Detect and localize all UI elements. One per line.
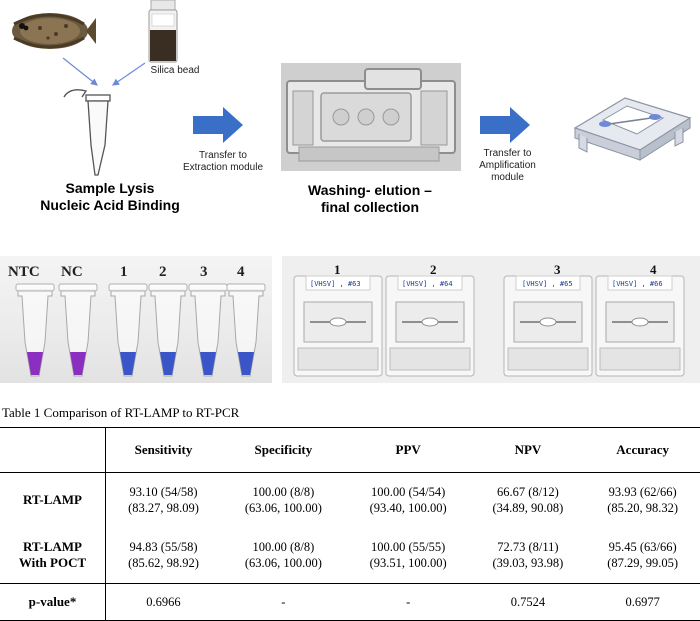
poct-chip bbox=[385, 275, 475, 377]
table-cell: 100.00 (8/8) (63.06, 100.00) bbox=[244, 485, 322, 515]
chip-tag-1: [VHSV] , #63 bbox=[310, 280, 361, 288]
poct-chip bbox=[503, 275, 593, 377]
comparison-table: Sensitivity Specificity PPV NPV Accuracy… bbox=[0, 427, 700, 621]
lysis-tube-icon bbox=[63, 89, 111, 176]
tube-drawings bbox=[15, 283, 266, 377]
table-cell: 100.00 (8/8) (63.06, 100.00) bbox=[220, 527, 346, 584]
chip-number-2: 2 bbox=[430, 262, 437, 277]
header-ppv: PPV bbox=[345, 427, 471, 473]
silica-bead-label: Silica bead bbox=[150, 65, 200, 76]
row-label-rt-lamp-poct: RT-LAMP With POCT bbox=[0, 527, 106, 584]
header-npv: NPV bbox=[470, 427, 586, 473]
transfer-arrow-1 bbox=[193, 107, 243, 143]
header-accuracy: Accuracy bbox=[585, 427, 700, 473]
washing-elution-text: Washing- elution – final collection bbox=[308, 182, 432, 215]
table-cell: 0.6977 bbox=[585, 583, 700, 621]
chip-tag-3: [VHSV] , #65 bbox=[522, 280, 573, 288]
silica-bead-bottle-image bbox=[148, 0, 178, 63]
transfer-amplification-label: Transfer to Amplification module bbox=[470, 148, 545, 184]
table-row: RT-LAMP With POCT 94.83 (55/58) (85.62, … bbox=[0, 527, 700, 584]
table-cell: 94.83 (55/58) (85.62, 98.92) bbox=[105, 527, 221, 584]
chip-tag-2: [VHSV] , #64 bbox=[402, 280, 453, 288]
lamp-tube bbox=[188, 283, 228, 377]
extraction-module-photo bbox=[281, 63, 461, 171]
table-header-row: Sensitivity Specificity PPV NPV Accuracy bbox=[0, 427, 700, 473]
transfer-arrow-2 bbox=[480, 107, 530, 143]
poct-chip bbox=[595, 275, 685, 377]
table-cell: 100.00 (55/55) (93.51, 100.00) bbox=[345, 527, 471, 584]
table-cell: 100.00 (54/54) (93.40, 100.00) bbox=[369, 485, 447, 515]
poct-chip bbox=[293, 275, 383, 377]
fish-image bbox=[12, 13, 96, 49]
transfer-amplification-text: Transfer to Amplification module bbox=[479, 148, 536, 183]
table-cell: 66.67 (8/12) (34.89, 90.08) bbox=[492, 485, 564, 515]
tube-label-2: 2 bbox=[159, 264, 167, 280]
chip-drawings bbox=[293, 275, 685, 377]
sample-lysis-text: Sample Lysis Nucleic Acid Binding bbox=[40, 180, 180, 213]
row-label-p-value: p-value* bbox=[0, 583, 106, 621]
lamp-tube bbox=[226, 283, 266, 377]
lamp-tubes-photo: NTC NC 1 2 3 4 bbox=[0, 256, 272, 383]
header-sensitivity: Sensitivity bbox=[105, 427, 221, 473]
header-specificity: Specificity bbox=[220, 427, 346, 473]
row-label-rt-lamp: RT-LAMP bbox=[0, 472, 106, 527]
table-cell: 72.73 (8/11) (39.03, 93.98) bbox=[470, 527, 586, 584]
tube-label-1: 1 bbox=[120, 264, 128, 280]
chip-number-4: 4 bbox=[650, 262, 657, 277]
lamp-tube bbox=[58, 283, 98, 377]
table-cell: 95.45 (63/66) (87.29, 99.05) bbox=[585, 527, 700, 584]
lamp-tube bbox=[15, 283, 55, 377]
tube-label-4: 4 bbox=[237, 264, 245, 280]
table-cell: 93.10 (54/58) (83.27, 98.09) bbox=[128, 485, 199, 515]
table-cell: - bbox=[345, 583, 471, 621]
chip-tag-4: [VHSV] , #66 bbox=[612, 280, 663, 288]
transfer-extraction-text: Transfer to Extraction module bbox=[182, 150, 264, 173]
table-cell: - bbox=[220, 583, 346, 621]
tube-label-nc: NC bbox=[61, 264, 83, 280]
lamp-tube bbox=[148, 283, 188, 377]
transfer-extraction-label: Transfer to Extraction module bbox=[178, 150, 268, 174]
table-cell: 0.6966 bbox=[105, 583, 221, 621]
table-cell: 93.93 (62/66) (85.20, 98.32) bbox=[607, 485, 679, 515]
chip-number-1: 1 bbox=[334, 262, 341, 277]
table-row: p-value* 0.6966 - - 0.7524 0.6977 bbox=[0, 583, 700, 621]
table-caption: Table 1 Comparison of RT-LAMP to RT-PCR bbox=[2, 405, 240, 420]
table-row: RT-LAMP 93.10 (54/58) (83.27, 98.09) 100… bbox=[0, 472, 700, 527]
amplification-chip-icon bbox=[573, 97, 692, 161]
chip-number-3: 3 bbox=[554, 262, 561, 277]
lamp-tube bbox=[108, 283, 148, 377]
sample-input-arrows bbox=[62, 57, 146, 86]
table-cell: 0.7524 bbox=[470, 583, 586, 621]
tube-label-ntc: NTC bbox=[8, 264, 40, 280]
tube-label-3: 3 bbox=[200, 264, 208, 280]
poct-chips-photo: 1 2 3 4 [VHSV] , #63 [VHSV] , #64 [VHSV]… bbox=[282, 256, 700, 383]
sample-lysis-title: Sample Lysis Nucleic Acid Binding bbox=[30, 180, 190, 214]
washing-elution-title: Washing- elution – final collection bbox=[290, 182, 450, 216]
header-cell-empty bbox=[0, 427, 106, 473]
